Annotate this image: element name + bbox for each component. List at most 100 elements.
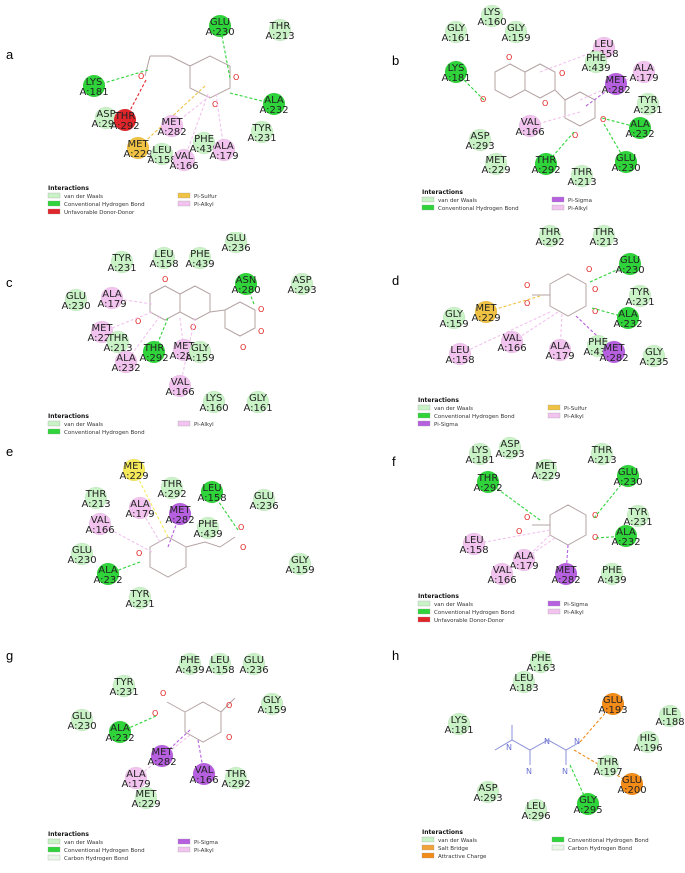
residue-number: A:230	[205, 27, 234, 38]
residue-disc	[448, 342, 472, 366]
residue-disc	[616, 464, 640, 488]
residue-number: A:179	[125, 509, 154, 520]
legend-label: van der Waals	[434, 406, 473, 412]
panel-label-a: a	[6, 47, 14, 62]
residue-number: A:179	[209, 151, 238, 162]
residue-disc	[484, 152, 508, 176]
residue-disc	[160, 114, 184, 138]
legend-swatch	[417, 600, 431, 607]
legend-label: Unfavorable Donor-Donor	[64, 210, 135, 216]
residue-number: A:179	[121, 779, 150, 790]
residue-disc	[122, 458, 146, 482]
legend-label: van der Waals	[64, 422, 103, 428]
residue-name: GLU	[226, 233, 246, 244]
residue-number: A:166	[165, 387, 194, 398]
residue-disc	[614, 524, 638, 548]
legend-label: Pi-Alkyl	[194, 422, 214, 428]
residue-disc	[112, 674, 136, 698]
residue-number: A:166	[487, 575, 516, 586]
residue-name: ALA	[110, 723, 130, 734]
legend-swatch	[417, 404, 431, 411]
residue-number: A:232	[611, 537, 640, 548]
residue-number: A:166	[497, 343, 526, 354]
residue-disc	[70, 708, 94, 732]
legend-swatch	[47, 846, 61, 853]
svg-text:O: O	[240, 343, 246, 352]
residue-name: PHE	[198, 519, 218, 530]
residue-disc	[290, 272, 314, 296]
residue-name: LEU	[154, 249, 173, 260]
residue-number: A:161	[243, 403, 272, 414]
svg-text:O: O	[226, 733, 232, 742]
residue-disc	[124, 766, 148, 790]
residue-name: ALA	[264, 95, 284, 106]
residue-disc	[196, 516, 220, 540]
residue-disc	[512, 548, 536, 572]
residue-number: A:179	[545, 351, 574, 362]
residue-disc	[592, 224, 616, 248]
ligand-structure	[532, 504, 587, 546]
residue-number: A:293	[91, 119, 120, 130]
residue-disc	[160, 476, 184, 500]
residue-number: A:229	[131, 799, 160, 810]
residue-name: ALA	[514, 551, 534, 562]
residue-disc	[252, 488, 276, 512]
svg-text:O: O	[240, 543, 246, 552]
residue-name: ASP	[292, 275, 311, 286]
ligand-structure	[144, 55, 231, 99]
legend-label: van der Waals	[64, 194, 103, 200]
svg-text:O: O	[238, 523, 244, 532]
interaction-diagram-a: O OO GLUA:230THRA:213LYSA:181ASPA:293THRA…	[47, 14, 295, 216]
residue-number: A:282	[551, 575, 580, 586]
residue-number: A:232	[625, 129, 654, 140]
legend-swatch	[421, 196, 435, 203]
residue-number: A:236	[249, 501, 278, 512]
residue-number: A:159	[185, 353, 214, 364]
interaction-diagram-h: NNN NN PHEA:163LEUA:183GLUA:193LYSA:181I…	[421, 650, 685, 860]
residue-disc	[192, 762, 216, 786]
legend-swatch	[551, 836, 565, 843]
residue-name: MET	[123, 461, 145, 472]
residue-name: PHE	[588, 337, 608, 348]
residue-number: A:231	[633, 105, 662, 116]
legend-label: van der Waals	[434, 602, 473, 608]
residue-name: THR	[143, 343, 165, 354]
interaction-line-leu-a-158	[459, 311, 551, 355]
residue-disc	[150, 142, 174, 166]
residue-number: A:295	[573, 805, 602, 816]
residue-disc	[150, 744, 174, 768]
residue-number: A:232	[613, 319, 642, 330]
legend-swatch	[47, 208, 61, 215]
residue-number: A:159	[257, 705, 286, 716]
interaction-line-val-a-166	[197, 739, 205, 775]
residue-disc	[604, 72, 628, 96]
panel-label-b: b	[392, 53, 400, 68]
residue-name: THR	[591, 445, 613, 456]
svg-text:O: O	[524, 299, 530, 308]
residue-disc	[570, 164, 594, 188]
residue-name: LEU	[152, 145, 171, 156]
legend-label: Conventional Hydrogen Bond	[434, 414, 515, 420]
residue-disc	[628, 116, 652, 140]
